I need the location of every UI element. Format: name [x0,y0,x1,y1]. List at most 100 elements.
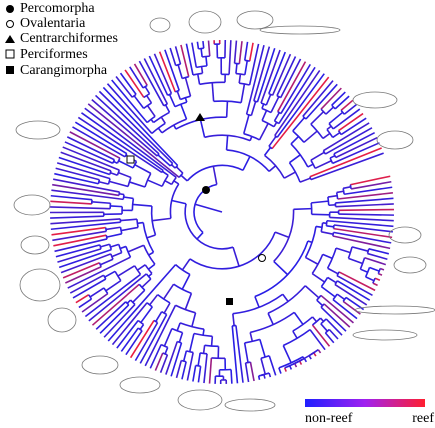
branch [191,42,198,68]
branch [58,156,111,176]
branch [136,264,146,271]
branch [194,203,223,213]
branch [292,351,316,366]
fish [119,376,161,394]
branch [278,367,282,374]
branch [343,104,357,115]
branch [74,121,128,155]
branch [250,101,257,116]
branch [69,274,105,294]
branch [304,285,320,299]
branch [72,278,107,299]
branch [50,215,104,219]
branch [81,292,109,313]
branch [260,49,281,104]
branch [253,46,271,102]
branch [150,118,155,124]
node-markers [126,113,266,305]
branch [120,218,138,222]
branch [60,151,112,172]
branch [322,253,333,260]
branch [359,257,366,270]
branch [56,162,111,180]
branch [157,127,163,134]
branch [332,232,335,237]
branch [81,112,164,172]
branch [53,234,107,247]
branch [307,240,313,244]
branch [105,226,121,231]
branch [310,159,316,169]
branch [181,274,191,290]
branch [75,294,90,304]
branch [110,205,123,208]
branch [242,156,251,171]
branch [147,263,156,270]
branch [329,154,336,159]
branch [193,332,213,338]
branch [116,169,121,176]
branch [195,364,201,368]
fish-illustrations [13,10,435,412]
legend-marker [6,66,14,74]
branch [129,66,144,89]
branch [332,293,338,301]
branch [328,111,344,125]
fish [81,355,119,375]
branch [185,43,194,76]
node-marker [258,254,266,262]
branch [261,110,268,121]
branch [333,231,392,244]
branch [180,44,190,77]
branch [233,40,238,64]
branch [118,191,121,196]
branch [328,123,334,130]
branch [268,51,286,94]
branch [337,191,394,200]
branch [276,73,325,138]
branch [364,257,387,266]
branch [338,213,394,216]
branch [278,66,316,125]
branch [192,72,203,76]
branch [94,94,160,155]
node-marker [226,298,233,305]
branch [143,58,169,105]
branch [320,318,327,325]
branch [91,98,158,157]
branch [131,93,137,98]
branch [245,45,265,115]
branch [52,183,120,197]
fish [20,235,50,255]
branch [329,216,394,222]
branch [118,244,123,253]
branch [50,200,92,205]
branch [196,65,207,69]
branch [156,153,160,157]
fish [188,10,222,34]
branch [100,258,114,266]
branch [191,312,197,327]
branch [143,102,152,110]
branch [271,76,330,150]
branch [118,171,132,179]
branch [242,114,250,134]
branch [208,357,213,384]
branch [320,303,325,308]
branch [123,196,134,200]
fish [19,268,61,302]
legend: Percomorpha Ovalentaria Centrarchiformes… [5,1,118,78]
branch [317,349,322,354]
branch [157,154,171,167]
branch [321,231,334,235]
branch [336,190,344,194]
branch [225,101,229,118]
branch [110,171,118,176]
branch [149,294,159,306]
branch [310,151,325,161]
branch [110,243,120,248]
branch [367,252,388,260]
branch [106,233,122,238]
branch [112,159,116,164]
